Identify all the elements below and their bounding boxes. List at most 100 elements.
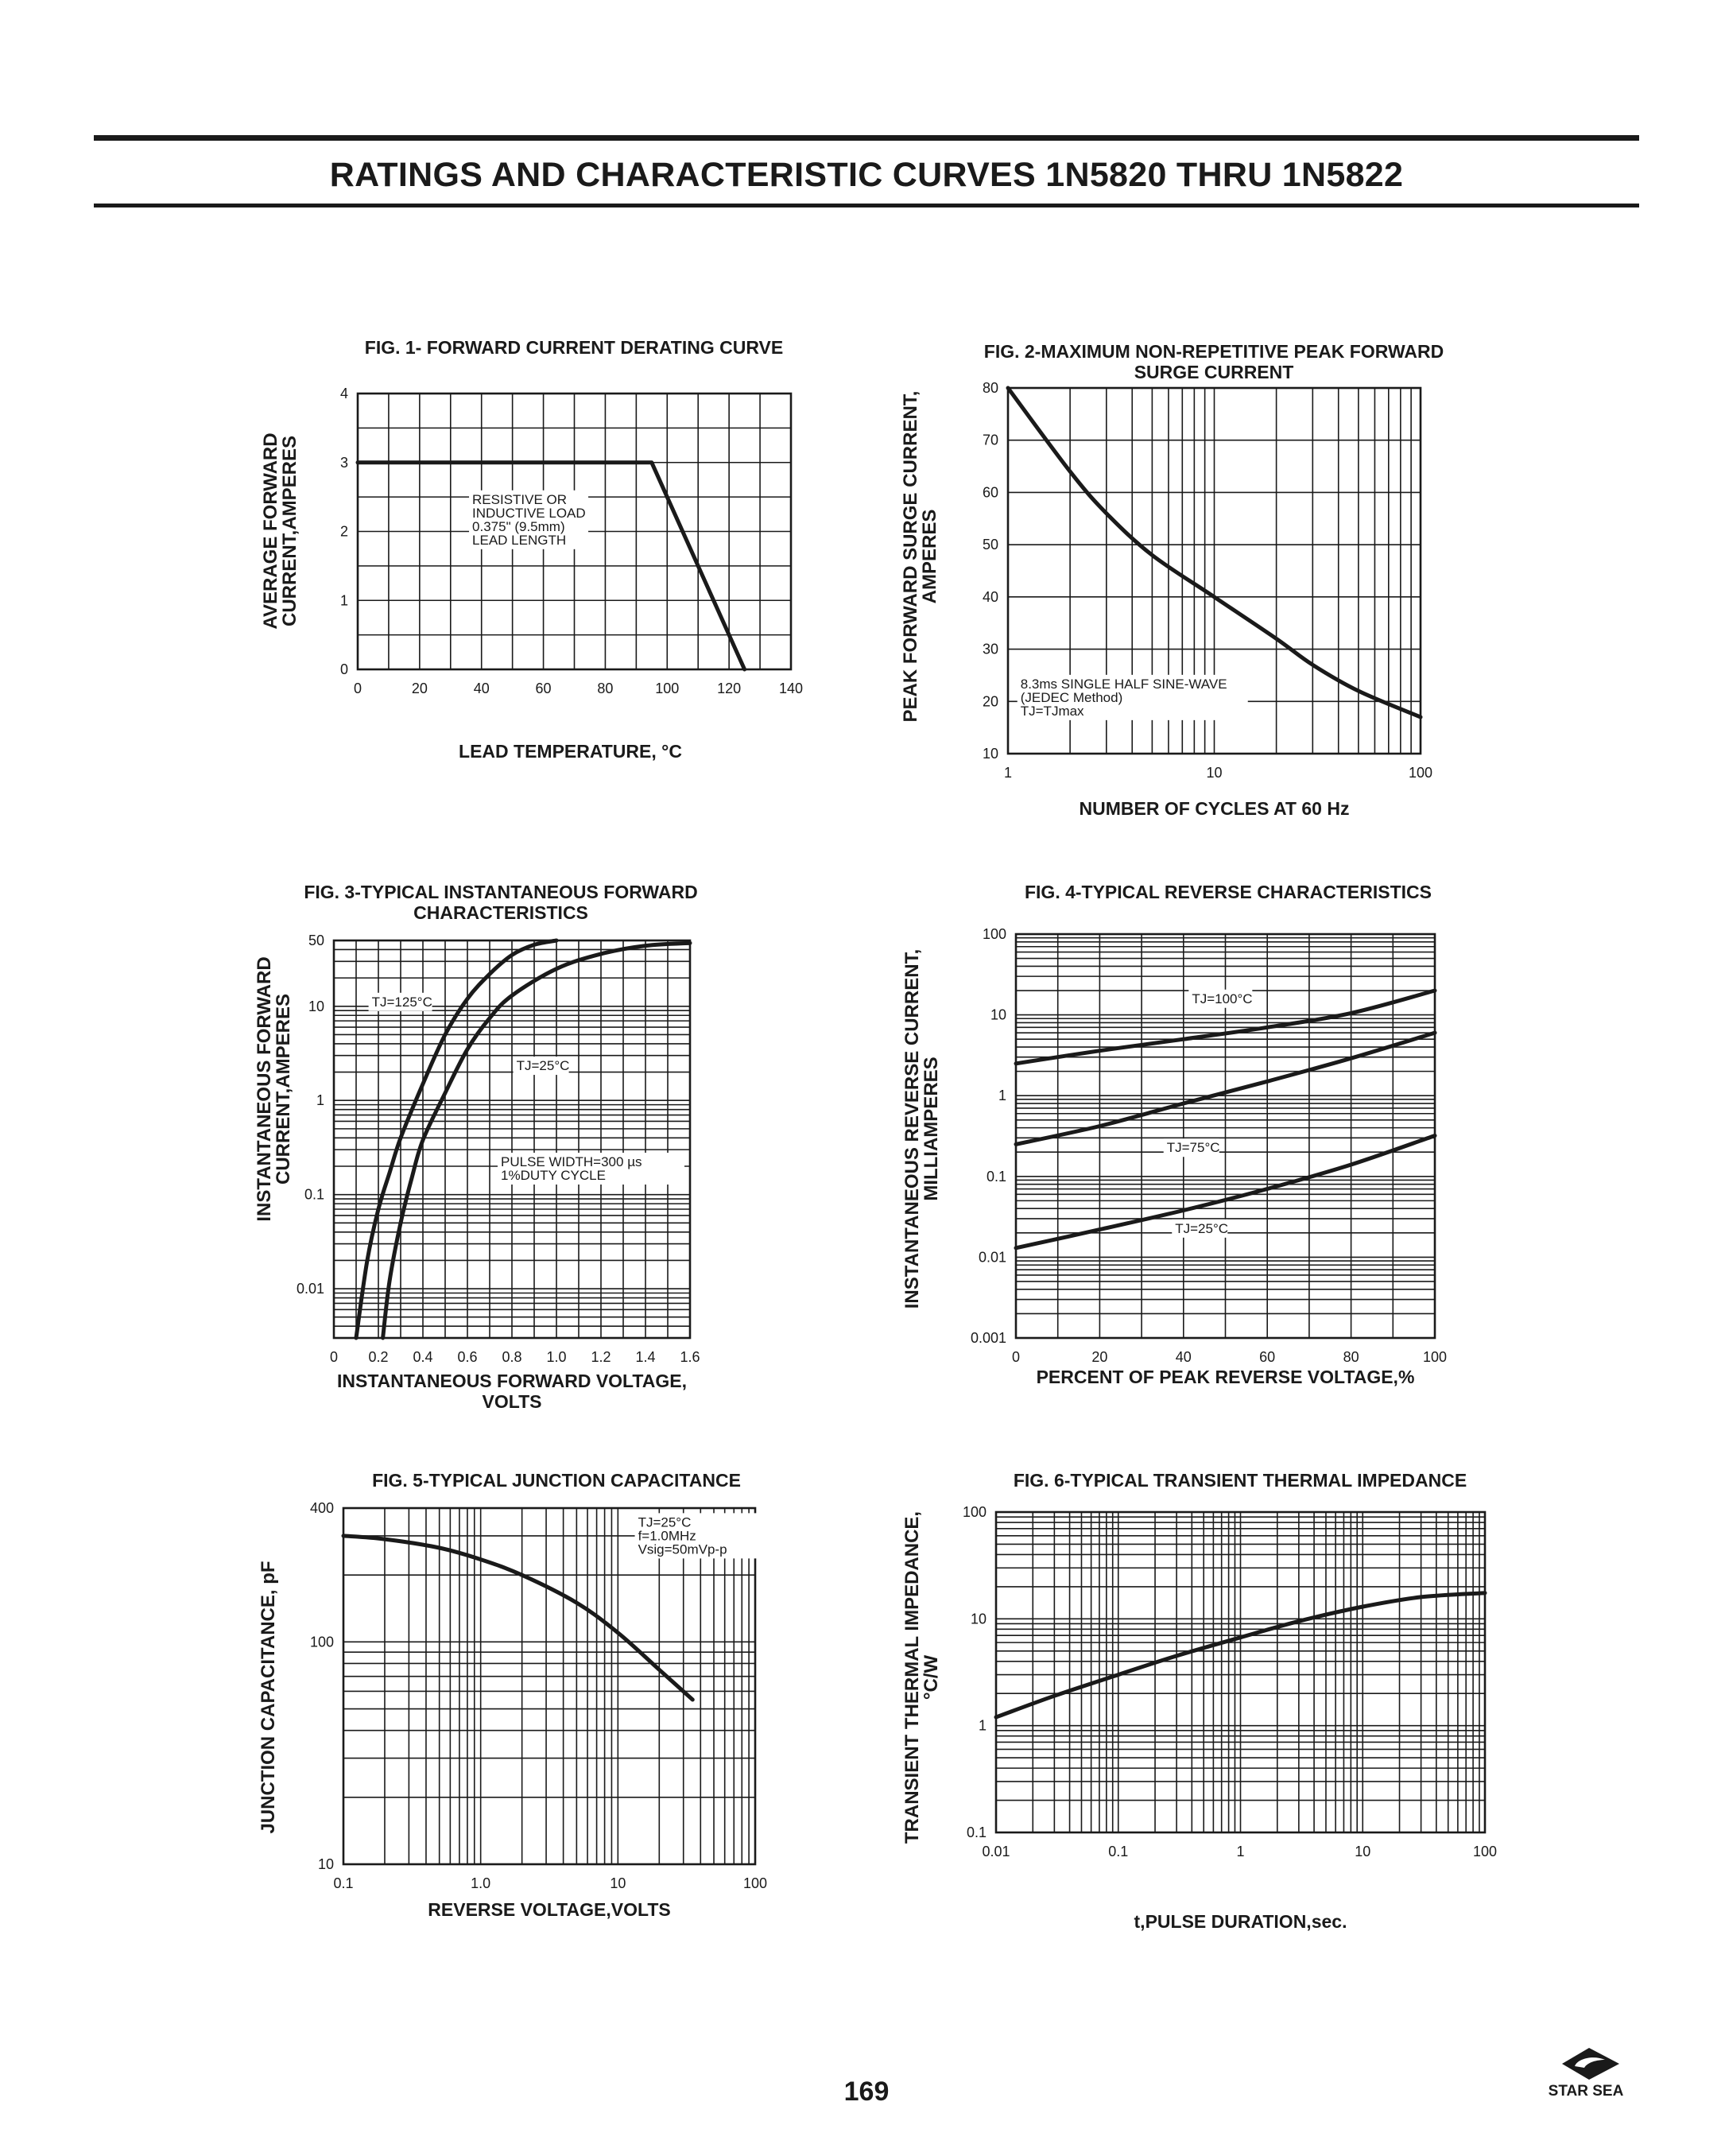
fig5-grid [343,1507,756,1865]
fig3-annotation-bg [513,1057,569,1076]
fig3-x-tick-label: 0.2 [368,1349,388,1365]
fig4-x-tick-label: 60 [1259,1349,1275,1365]
fig6-grid [995,1511,1486,1833]
fig4-y-tick-label: 1 [998,1088,1006,1103]
fig1-y-axis-label: AVERAGE FORWARD [260,432,281,629]
fig2-title: SURGE CURRENT [1134,362,1294,382]
fig2-y-tick-label: 30 [983,642,998,657]
fig4-y-tick-label: 10 [990,1007,1006,1023]
fig6-y-tick-label: 10 [971,1611,987,1627]
fig6-x-tick-label: 1 [1236,1844,1244,1859]
fig3-title: CHARACTERISTICS [413,902,588,923]
fig4-y-tick-label: 0.01 [979,1249,1006,1265]
fig2-title: FIG. 2-MAXIMUM NON-REPETITIVE PEAK FORWA… [984,341,1444,362]
fig2-y-tick-label: 10 [983,746,998,762]
fig5-x-tick-label: 0.1 [333,1875,353,1891]
fig4-x-axis-label: PERCENT OF PEAK REVERSE VOLTAGE,% [1037,1367,1415,1387]
fig2-y-tick-label: 20 [983,693,998,709]
fig6-y-tick-label: 1 [979,1718,987,1734]
fig3-y-tick-label: 0.1 [304,1187,324,1203]
fig2-x-axis-label: NUMBER OF CYCLES AT 60 Hz [1080,798,1350,819]
fig2-x-tick-label: 1 [1004,765,1012,781]
top-rule [94,135,1639,141]
fig4-y-axis-label: INSTANTANEOUS REVERSE CURRENT, [901,949,923,1309]
fig5-y-tick-label: 100 [310,1634,334,1650]
fig4-annotation: TJ=75°C [1167,1140,1220,1155]
fig5-y-tick-label: 10 [318,1856,334,1872]
fig3-y-tick-label: 0.01 [297,1281,324,1297]
fig4-annotation-bg [1163,1138,1219,1157]
fig3-x-tick-label: 0.4 [413,1349,432,1365]
fig1-y-tick-label: 0 [340,661,348,677]
fig1-annotation: INDUCTIVE LOAD [472,506,586,521]
fig6-title: FIG. 6-TYPICAL TRANSIENT THERMAL IMPEDAN… [1014,1470,1467,1491]
fig1-frame [356,392,793,671]
fig4-annotation-bg [1188,989,1253,1008]
fig5-x-tick-label: 1.0 [471,1875,490,1891]
fig4-x-tick-label: 0 [1012,1349,1020,1365]
fig3-x-tick-label: 0 [330,1349,338,1365]
fig5-x-axis-label: REVERSE VOLTAGE,VOLTS [428,1899,670,1920]
fig3-y-axis-label: INSTANTANEOUS FORWARD [254,956,275,1221]
fig3-chart: 0 0.2 0.4 0.6 0.8 1.0 1.2 1.4 1.6 0.01 0.1 1 10 50 FIG… [254,882,700,1412]
fig5-annotation: TJ=25°C [638,1514,692,1530]
fig1-y-tick-label: 1 [340,592,348,608]
fig2-y-tick-label: 50 [983,537,998,553]
fig4-title: FIG. 4-TYPICAL REVERSE CHARACTERISTICS [1025,882,1432,902]
fig2-y-tick-label: 60 [983,484,998,500]
fig3-x-tick-label: 1.6 [680,1349,700,1365]
fig3-x-tick-label: 1.4 [635,1349,655,1365]
fig3-annotation: TJ=25°C [517,1058,570,1073]
fig1-annotation-bg [469,490,589,549]
fig2-annotation: (JEDEC Method) [1021,690,1122,705]
fig3-annotation: TJ=125°C [372,995,432,1010]
fig5-annotation: f=1.0MHz [638,1528,696,1543]
fig4-x-tick-label: 40 [1176,1349,1192,1365]
fig5-annotation-bg [634,1513,762,1559]
fig1-chart: 0 20 40 60 80 100 120 140 0 1 2 3 4 FIG. 1- FORWARD C… [260,337,803,762]
fig1-x-axis-label: LEAD TEMPERATURE, °C [459,741,682,762]
fig5-title: FIG. 5-TYPICAL JUNCTION CAPACITANCE [372,1470,741,1491]
fig2-annotation: 8.3ms SINGLE HALF SINE-WAVE [1021,677,1227,692]
fig2-y-axis-label: AMPERES [919,510,940,604]
fig6-x-tick-label: 100 [1473,1844,1497,1859]
fig5-annotation: Vsig=50mVp-p [638,1541,727,1557]
fig5-frame [342,1506,757,1866]
fig3-y-axis-label: CURRENT,AMPERES [273,994,294,1185]
fig1-y-tick-label: 2 [340,524,348,540]
fig4-annotation-bg [1172,1219,1228,1238]
fig2-y-tick-label: 80 [983,380,998,396]
fig2-series-line [1006,386,1423,719]
fig1-annotation: 0.375" (9.5mm) [472,519,565,534]
fig3-annotation-bg [498,1152,684,1185]
page-number: 169 [843,2077,890,2107]
fig3-annotation: 1%DUTY CYCLE [501,1168,606,1183]
fig4-x-tick-label: 80 [1343,1349,1359,1365]
fig1-y-tick-label: 3 [340,455,348,471]
title-rule [94,204,1639,207]
fig6-x-axis-label: t,PULSE DURATION,sec. [1134,1911,1347,1932]
fig1-y-tick-label: 4 [340,386,348,401]
fig4-x-tick-label: 20 [1091,1349,1107,1365]
brand-logo: STAR SEA [1530,2045,1642,2108]
fig1-x-tick-label: 20 [412,681,428,696]
fig1-y-axis-label: CURRENT,AMPERES [279,436,300,626]
fig6-y-axis-label: °C/W [921,1655,942,1700]
fig6-x-tick-label: 0.1 [1108,1844,1128,1859]
fig2-chart: 1 10 100 10 20 30 40 50 60 70 80 FIG. 2-MAXIMUM NON… [900,341,1444,819]
fig3-annotation-bg [368,992,432,1011]
fig1-series-line [355,460,747,672]
fig3-x-tick-label: 1.0 [546,1349,566,1365]
fig1-title: FIG. 1- FORWARD CURRENT DERATING CURVE [365,337,783,358]
fig1-x-tick-label: 60 [536,681,552,696]
fig3-annotation: PULSE WIDTH=300 µs [501,1154,642,1169]
fig3-x-axis-label: INSTANTANEOUS FORWARD VOLTAGE, [337,1371,687,1391]
fig6-x-tick-label: 10 [1355,1844,1370,1859]
fig5-x-tick-label: 100 [743,1875,767,1891]
fig1-x-tick-label: 0 [354,681,362,696]
fig4-series-line [1014,988,1437,1066]
fig3-x-tick-label: 0.6 [457,1349,477,1365]
fig3-x-axis-label: VOLTS [483,1391,542,1412]
fig5-chart: 0.1 1.0 10 100 10 100 400 FIG. 5-TYPICAL JUNCTI… [258,1470,767,1920]
